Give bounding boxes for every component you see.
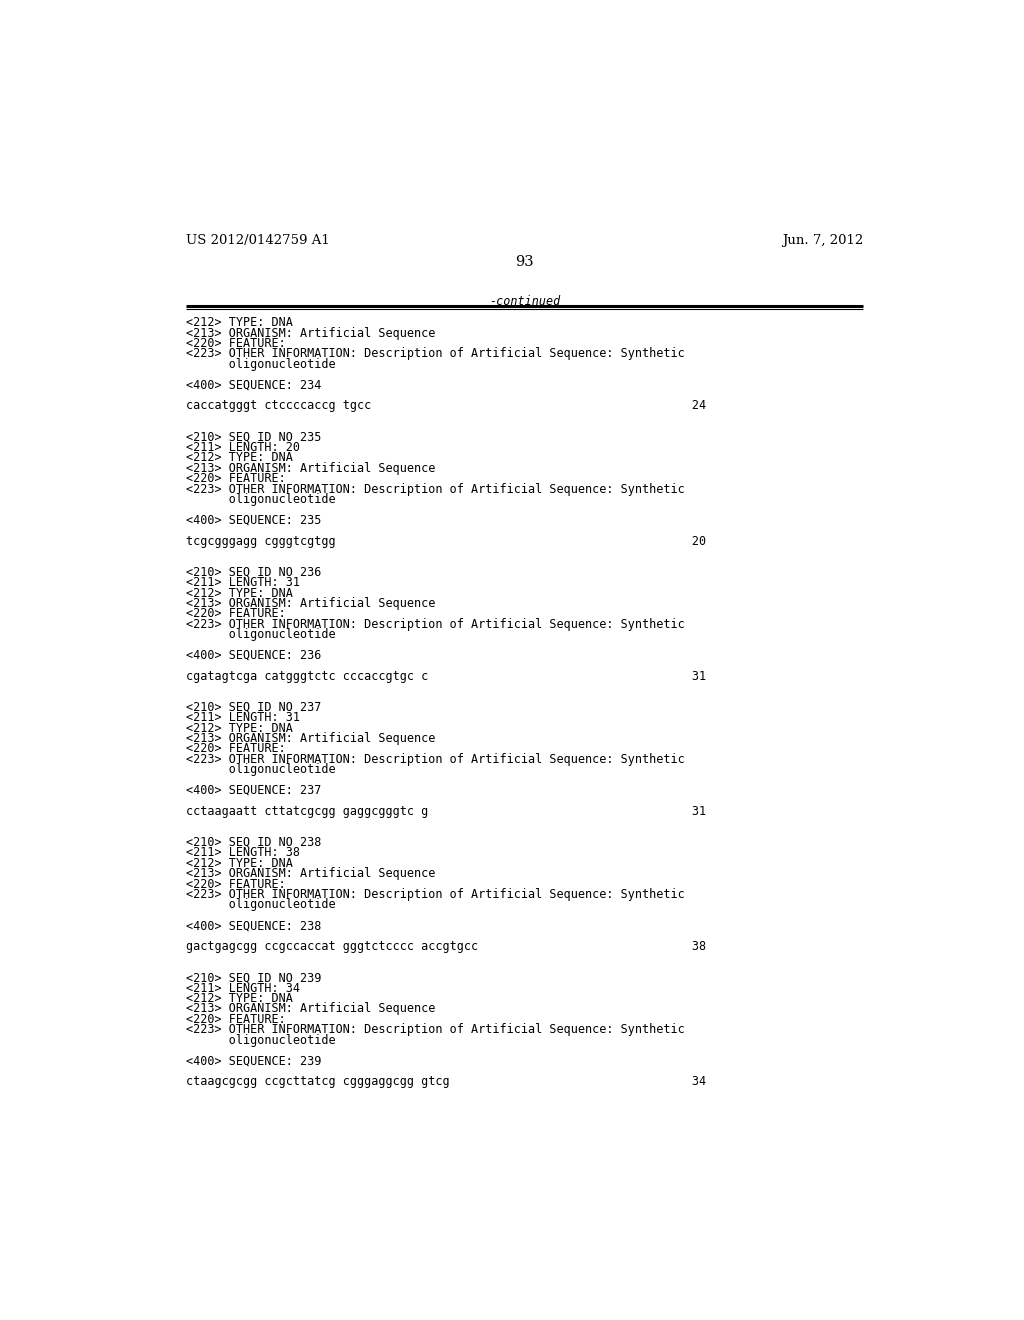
Text: gactgagcgg ccgccaccat gggtctcccc accgtgcc                              38: gactgagcgg ccgccaccat gggtctcccc accgtgc…	[186, 940, 707, 953]
Text: <211> LENGTH: 38: <211> LENGTH: 38	[186, 846, 300, 859]
Text: <211> LENGTH: 31: <211> LENGTH: 31	[186, 711, 300, 725]
Text: <223> OTHER INFORMATION: Description of Artificial Sequence: Synthetic: <223> OTHER INFORMATION: Description of …	[186, 888, 685, 902]
Text: oligonucleotide: oligonucleotide	[186, 1034, 336, 1047]
Text: <211> LENGTH: 34: <211> LENGTH: 34	[186, 982, 300, 994]
Text: <211> LENGTH: 31: <211> LENGTH: 31	[186, 576, 300, 589]
Text: <220> FEATURE:: <220> FEATURE:	[186, 473, 286, 486]
Text: <400> SEQUENCE: 237: <400> SEQUENCE: 237	[186, 784, 322, 797]
Text: <400> SEQUENCE: 239: <400> SEQUENCE: 239	[186, 1055, 322, 1068]
Text: cctaagaatt cttatcgcgg gaggcgggtc g                                     31: cctaagaatt cttatcgcgg gaggcgggtc g 31	[186, 805, 707, 818]
Text: <210> SEQ ID NO 235: <210> SEQ ID NO 235	[186, 430, 322, 444]
Text: <212> TYPE: DNA: <212> TYPE: DNA	[186, 451, 293, 465]
Text: <212> TYPE: DNA: <212> TYPE: DNA	[186, 857, 293, 870]
Text: <210> SEQ ID NO 236: <210> SEQ ID NO 236	[186, 566, 322, 578]
Text: <210> SEQ ID NO 238: <210> SEQ ID NO 238	[186, 836, 322, 849]
Text: <213> ORGANISM: Artificial Sequence: <213> ORGANISM: Artificial Sequence	[186, 1002, 435, 1015]
Text: <220> FEATURE:: <220> FEATURE:	[186, 337, 286, 350]
Text: <400> SEQUENCE: 238: <400> SEQUENCE: 238	[186, 919, 322, 932]
Text: <211> LENGTH: 20: <211> LENGTH: 20	[186, 441, 300, 454]
Text: <212> TYPE: DNA: <212> TYPE: DNA	[186, 586, 293, 599]
Text: -continued: -continued	[489, 294, 560, 308]
Text: oligonucleotide: oligonucleotide	[186, 492, 336, 506]
Text: Jun. 7, 2012: Jun. 7, 2012	[782, 234, 863, 247]
Text: oligonucleotide: oligonucleotide	[186, 628, 336, 642]
Text: <212> TYPE: DNA: <212> TYPE: DNA	[186, 722, 293, 735]
Text: <220> FEATURE:: <220> FEATURE:	[186, 878, 286, 891]
Text: <212> TYPE: DNA: <212> TYPE: DNA	[186, 317, 293, 329]
Text: <223> OTHER INFORMATION: Description of Artificial Sequence: Synthetic: <223> OTHER INFORMATION: Description of …	[186, 752, 685, 766]
Text: <223> OTHER INFORMATION: Description of Artificial Sequence: Synthetic: <223> OTHER INFORMATION: Description of …	[186, 347, 685, 360]
Text: <220> FEATURE:: <220> FEATURE:	[186, 1012, 286, 1026]
Text: 93: 93	[515, 255, 535, 269]
Text: <400> SEQUENCE: 235: <400> SEQUENCE: 235	[186, 513, 322, 527]
Text: oligonucleotide: oligonucleotide	[186, 358, 336, 371]
Text: <210> SEQ ID NO 237: <210> SEQ ID NO 237	[186, 701, 322, 714]
Text: <213> ORGANISM: Artificial Sequence: <213> ORGANISM: Artificial Sequence	[186, 867, 435, 880]
Text: <400> SEQUENCE: 236: <400> SEQUENCE: 236	[186, 649, 322, 661]
Text: <213> ORGANISM: Artificial Sequence: <213> ORGANISM: Artificial Sequence	[186, 326, 435, 339]
Text: ctaagcgcgg ccgcttatcg cgggaggcgg gtcg                                  34: ctaagcgcgg ccgcttatcg cgggaggcgg gtcg 34	[186, 1074, 707, 1088]
Text: <223> OTHER INFORMATION: Description of Artificial Sequence: Synthetic: <223> OTHER INFORMATION: Description of …	[186, 618, 685, 631]
Text: <220> FEATURE:: <220> FEATURE:	[186, 742, 286, 755]
Text: <223> OTHER INFORMATION: Description of Artificial Sequence: Synthetic: <223> OTHER INFORMATION: Description of …	[186, 483, 685, 495]
Text: <223> OTHER INFORMATION: Description of Artificial Sequence: Synthetic: <223> OTHER INFORMATION: Description of …	[186, 1023, 685, 1036]
Text: oligonucleotide: oligonucleotide	[186, 763, 336, 776]
Text: US 2012/0142759 A1: US 2012/0142759 A1	[186, 234, 330, 247]
Text: tcgcgggagg cgggtcgtgg                                                  20: tcgcgggagg cgggtcgtgg 20	[186, 535, 707, 548]
Text: <210> SEQ ID NO 239: <210> SEQ ID NO 239	[186, 972, 322, 985]
Text: <213> ORGANISM: Artificial Sequence: <213> ORGANISM: Artificial Sequence	[186, 462, 435, 475]
Text: <212> TYPE: DNA: <212> TYPE: DNA	[186, 991, 293, 1005]
Text: caccatgggt ctccccaccg tgcc                                             24: caccatgggt ctccccaccg tgcc 24	[186, 400, 707, 412]
Text: <400> SEQUENCE: 234: <400> SEQUENCE: 234	[186, 379, 322, 392]
Text: <213> ORGANISM: Artificial Sequence: <213> ORGANISM: Artificial Sequence	[186, 597, 435, 610]
Text: <220> FEATURE:: <220> FEATURE:	[186, 607, 286, 620]
Text: <213> ORGANISM: Artificial Sequence: <213> ORGANISM: Artificial Sequence	[186, 733, 435, 744]
Text: cgatagtcga catgggtctc cccaccgtgc c                                     31: cgatagtcga catgggtctc cccaccgtgc c 31	[186, 669, 707, 682]
Text: oligonucleotide: oligonucleotide	[186, 899, 336, 911]
